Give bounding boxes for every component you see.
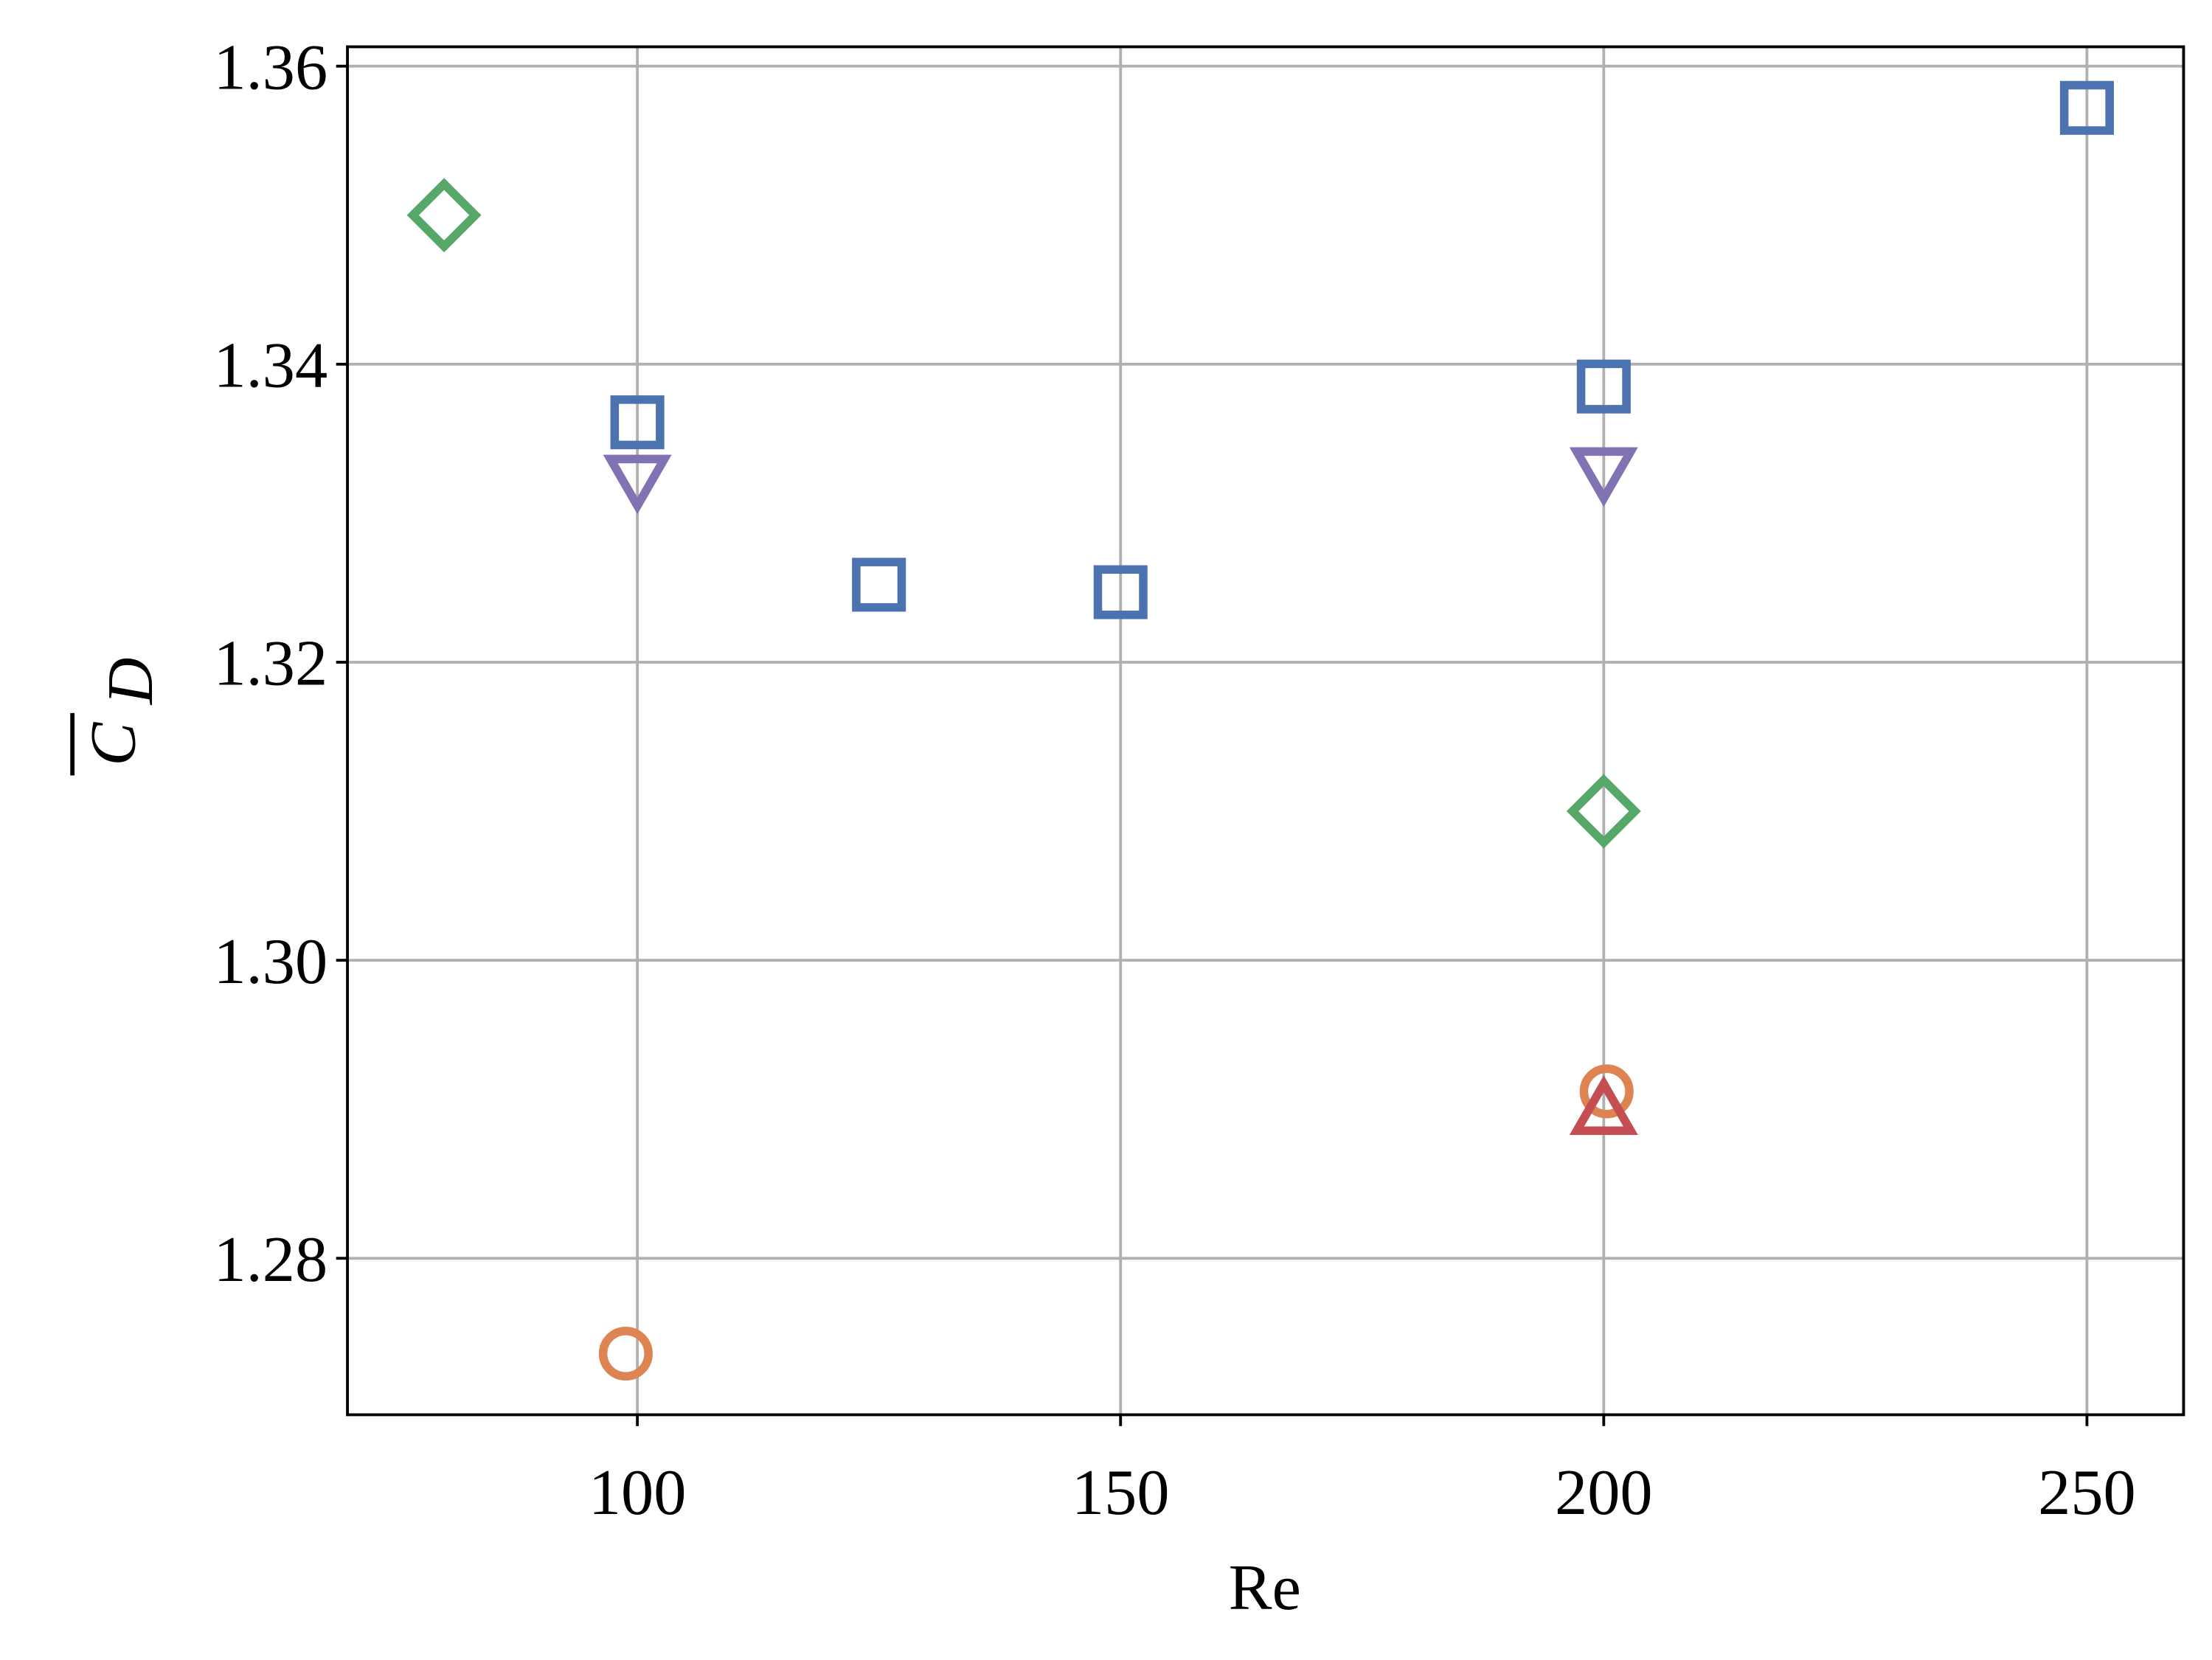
data-point [603, 454, 672, 515]
y-tick-label: 1.28 [213, 1223, 327, 1296]
x-tick-label: 200 [1555, 1456, 1653, 1529]
y-label-subscript: D [94, 658, 167, 706]
data-point [1569, 447, 1638, 507]
y-tick-label: 1.32 [213, 628, 327, 700]
data-point [610, 395, 665, 450]
data-point [852, 558, 906, 612]
data-point [2059, 80, 2114, 135]
grid [347, 46, 2184, 1415]
y-tick-label: 1.34 [213, 330, 327, 402]
data-point [1569, 1075, 1638, 1135]
x-axis-label: Re [1229, 1552, 1301, 1624]
data-point [1093, 565, 1148, 619]
data-point [1579, 1064, 1634, 1119]
y-tick-label: 1.30 [213, 925, 327, 998]
y-axis-label: C D [70, 658, 167, 776]
x-tick-label: 150 [1072, 1456, 1170, 1529]
plot-frame [346, 45, 2185, 1417]
data-point [1566, 774, 1641, 849]
x-tick-label: 250 [2038, 1456, 2136, 1529]
y-tick-label: 1.36 [213, 31, 327, 103]
data-point [598, 1327, 653, 1381]
marks [406, 80, 2114, 1381]
x-tick-label: 100 [589, 1456, 687, 1529]
data-point [406, 178, 482, 253]
y-label-symbol: C [77, 722, 150, 766]
data-point [1576, 359, 1631, 414]
